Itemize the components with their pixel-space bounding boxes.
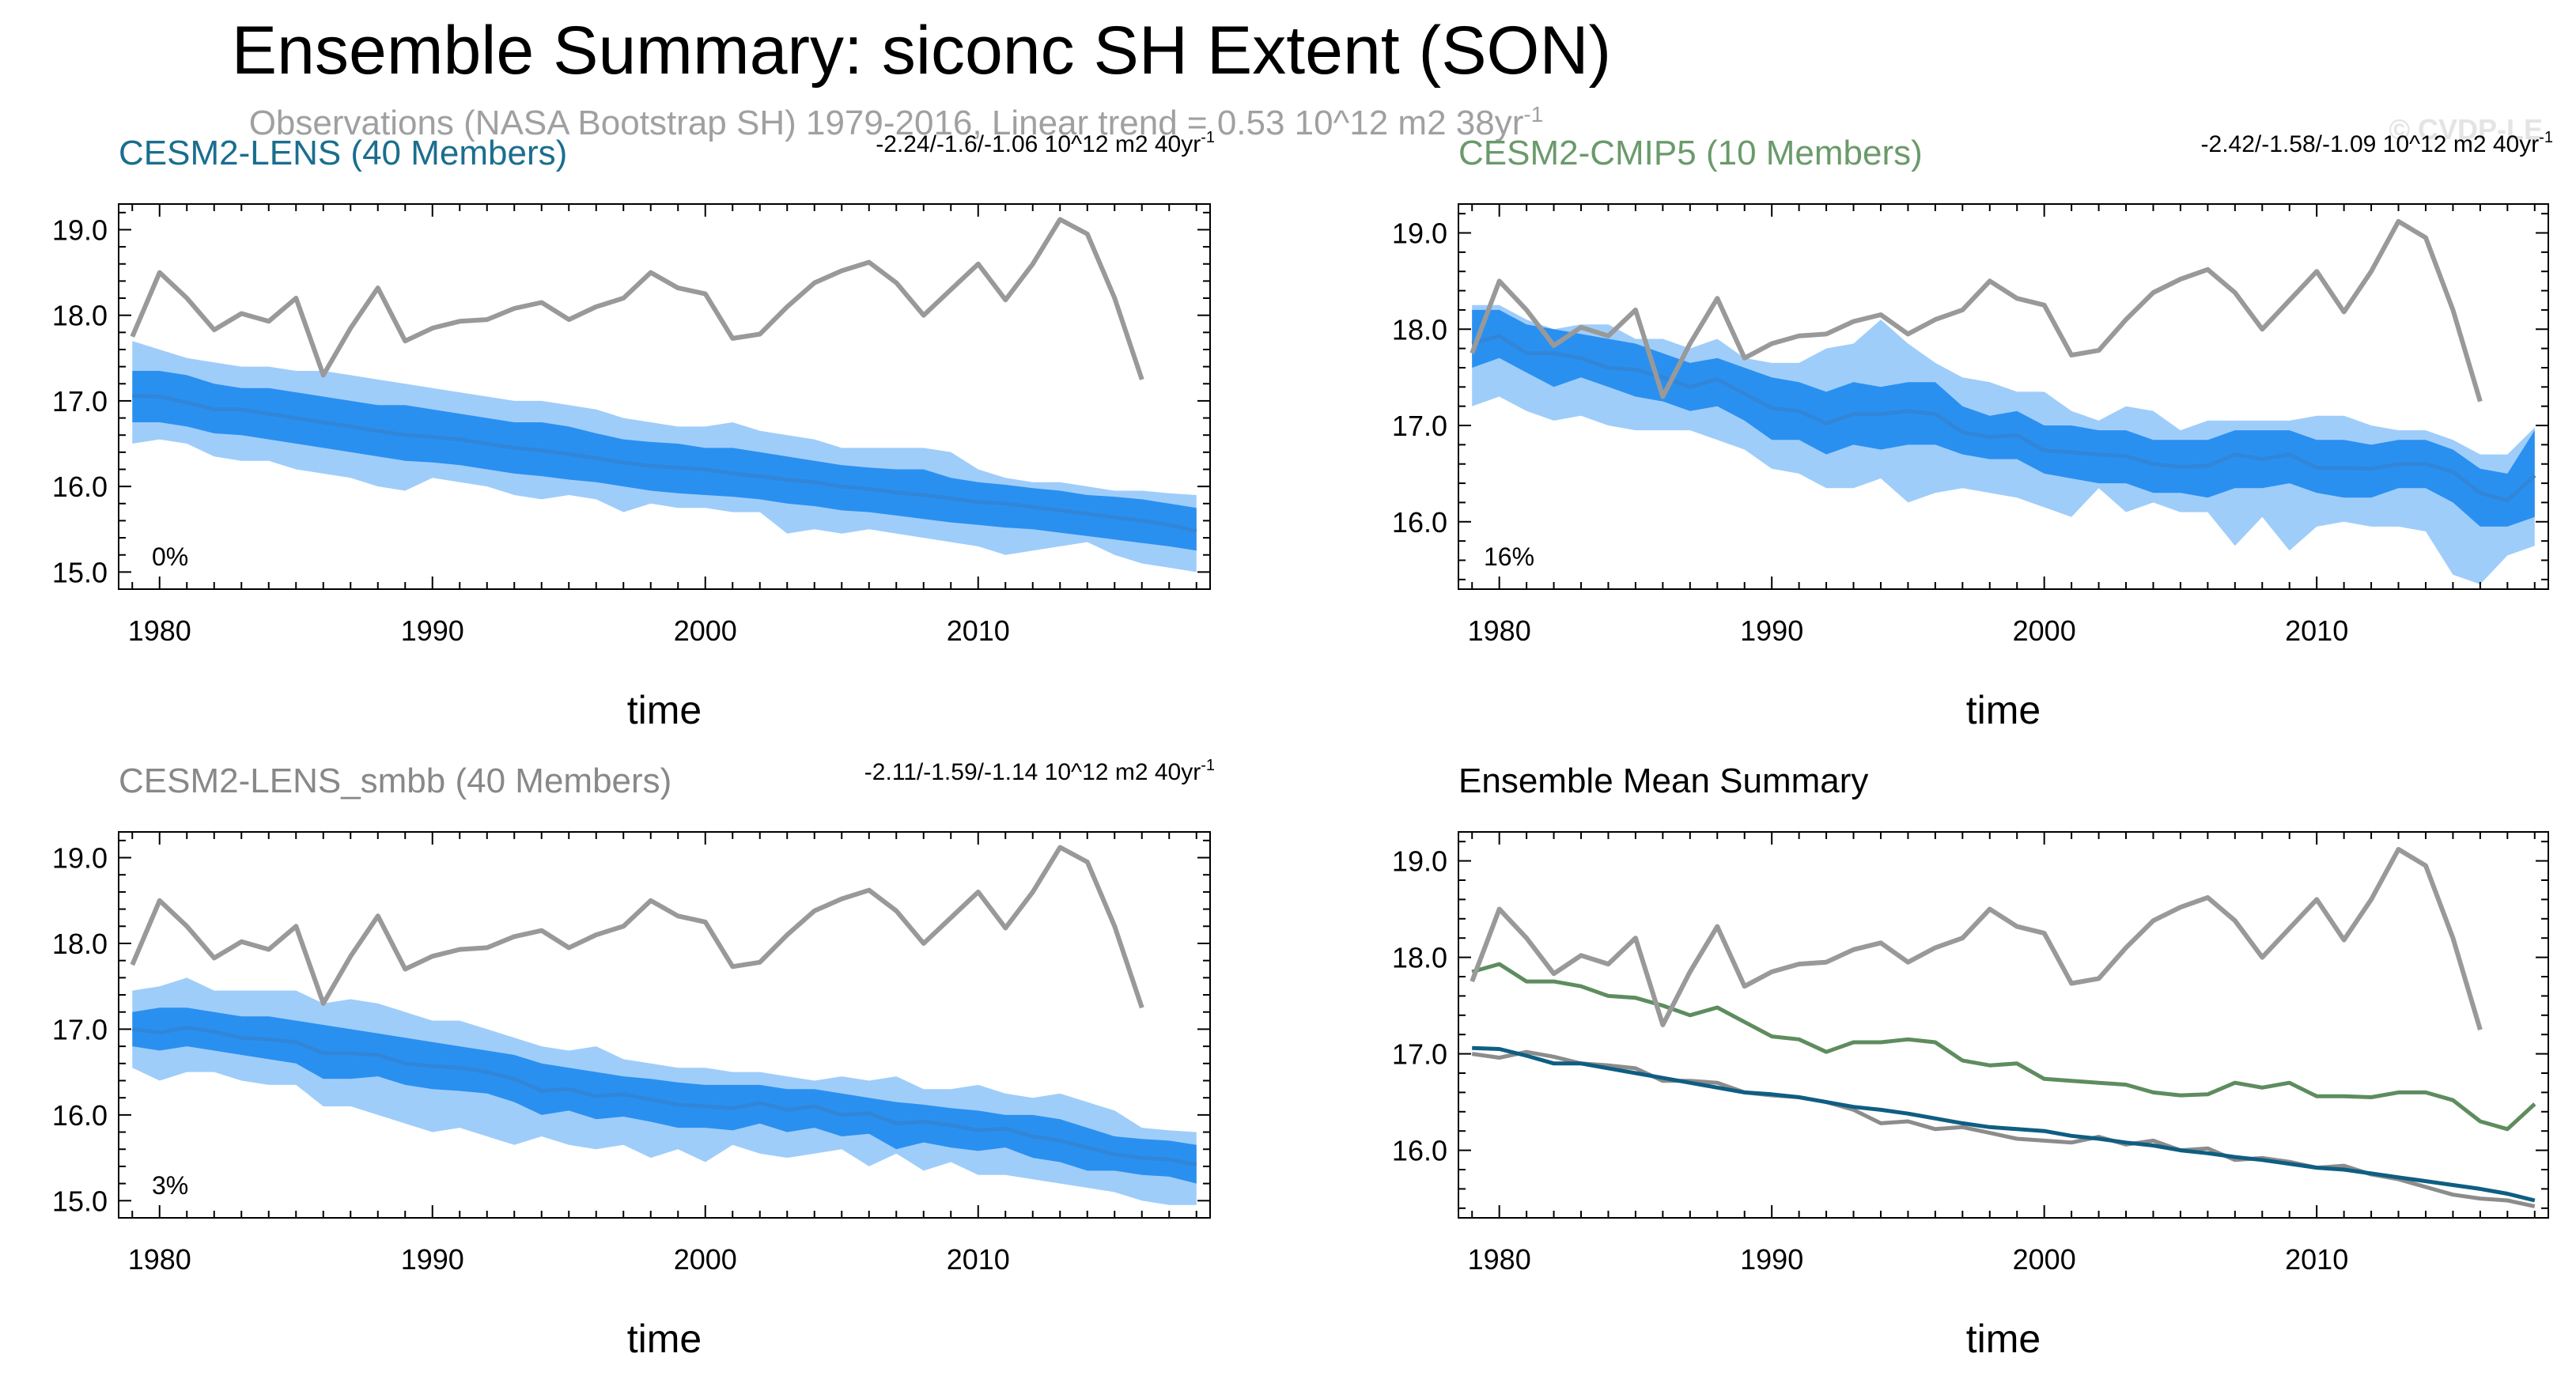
x-tick-label: 1990: [1740, 1243, 1803, 1276]
x-tick-label: 1990: [401, 614, 464, 647]
watermark: © CVDP-LE: [2389, 113, 2543, 146]
panel-cesm2-lens-smbb: CESM2-LENS_smbb (40 Members) -2.11/-1.59/…: [52, 757, 1215, 1361]
x-tick-label: 1980: [1468, 614, 1531, 647]
x-tick-label: 2010: [947, 1243, 1010, 1276]
plot-frame: [1458, 203, 2549, 590]
y-tick-label: 16.0: [52, 1099, 108, 1132]
plot-frame: [118, 831, 1211, 1219]
x-axis-label: time: [627, 688, 702, 732]
y-tick-label: 18.0: [52, 928, 108, 960]
y-tick-label: 16.0: [1392, 506, 1447, 539]
y-tick-label: 19.0: [52, 842, 108, 875]
ensemble-mean-line: [132, 393, 1197, 533]
ensemble-mean-line: [131, 1025, 1197, 1167]
panel-cesm2-cmip5: CESM2-CMIP5 (10 Members) -2.42/-1.58/-1.0…: [1392, 129, 2553, 732]
x-tick-label: 2010: [947, 614, 1010, 647]
x-tick-label: 2000: [2013, 614, 2076, 647]
figure-subtitle: Observations (NASA Bootstrap SH) 1979-20…: [249, 102, 1544, 142]
y-tick-label: 16.0: [52, 471, 108, 503]
x-tick-label: 1980: [1468, 1243, 1531, 1276]
x-axis-label: time: [627, 1317, 702, 1361]
x-tick-label: 2010: [2285, 614, 2348, 647]
trend-label-superscript: -1: [1201, 757, 1215, 774]
x-tick-label: 1980: [128, 614, 191, 647]
inner-range-band: [132, 1007, 1197, 1184]
panel-title: Ensemble Mean Summary: [1458, 762, 1868, 800]
trend-label-superscript: -1: [2539, 129, 2553, 146]
ensemble-mean-line: [1471, 334, 2536, 503]
trend-label: -2.42/-1.58/-1.09 10^12 m2 40yr-1: [2201, 129, 2553, 157]
y-tick-label: 19.0: [52, 214, 108, 246]
panel-title: CESM2-CMIP5 (10 Members): [1458, 134, 1923, 172]
trend-label-text: -2.24/-1.6/-1.06 10^12 m2 40yr: [876, 131, 1201, 157]
inner-range-band: [132, 371, 1197, 551]
panel-cesm2-lens: CESM2-LENS (40 Members) -2.24/-1.6/-1.06 …: [52, 129, 1215, 732]
x-tick-label: 2000: [674, 1243, 737, 1276]
trend-label-text: -2.11/-1.59/-1.14 10^12 m2 40yr: [864, 759, 1201, 785]
y-tick-label: 15.0: [52, 556, 108, 588]
panel-ensemble-mean-summary: Ensemble Mean Summary 1980 1990 2000 2010 16.…: [1392, 762, 2549, 1361]
y-tick-label: 18.0: [52, 300, 108, 332]
trend-label-superscript: -1: [1201, 129, 1215, 146]
x-tick-label: 1990: [1740, 614, 1803, 647]
plot-frame: [1458, 831, 2549, 1219]
x-tick-label: 1990: [401, 1243, 464, 1276]
y-tick-label: 17.0: [52, 385, 108, 418]
x-axis-label: time: [1966, 1317, 2041, 1361]
x-tick-label: 2000: [2013, 1243, 2076, 1276]
panel-title: CESM2-LENS_smbb (40 Members): [119, 762, 671, 800]
inner-range-band: [1472, 309, 2535, 527]
cmip5-mean-line: [1471, 962, 2536, 1132]
lens-mean-line: [1472, 1045, 2536, 1203]
observations-line: [130, 217, 1144, 380]
figure-title: Ensemble Summary: siconc SH Extent (SON): [232, 13, 1611, 89]
subtitle-superscript: -1: [1523, 102, 1543, 127]
y-tick-label: 17.0: [52, 1013, 108, 1045]
plot-frame: [118, 203, 1211, 590]
x-tick-label: 1980: [128, 1243, 191, 1276]
panel-title: CESM2-LENS (40 Members): [119, 134, 567, 172]
x-axis-label: time: [1966, 688, 2041, 732]
trend-label: -2.24/-1.6/-1.06 10^12 m2 40yr-1: [876, 129, 1215, 157]
y-tick-label: 18.0: [1392, 942, 1447, 974]
y-tick-label: 17.0: [1392, 1038, 1447, 1071]
y-tick-label: 18.0: [1392, 313, 1447, 346]
y-tick-label: 16.0: [1392, 1135, 1447, 1167]
observations-line: [1470, 218, 2483, 403]
y-tick-label: 15.0: [52, 1185, 108, 1217]
y-tick-label: 19.0: [1392, 217, 1447, 250]
observations-line: [1470, 847, 2483, 1030]
subtitle-text: Observations (NASA Bootstrap SH) 1979-20…: [249, 104, 1524, 142]
trend-label: -2.11/-1.59/-1.14 10^12 m2 40yr-1: [864, 757, 1215, 785]
percent-label: 16%: [1484, 542, 1534, 571]
x-tick-label: 2000: [674, 614, 737, 647]
x-tick-label: 2010: [2285, 1243, 2348, 1276]
panels-group: CESM2-LENS (40 Members) -2.24/-1.6/-1.06 …: [52, 129, 2553, 1361]
percent-label: 3%: [152, 1171, 188, 1200]
y-tick-label: 19.0: [1392, 845, 1447, 878]
observations-line: [130, 845, 1144, 1009]
y-tick-label: 17.0: [1392, 410, 1447, 442]
percent-label: 0%: [152, 542, 188, 571]
trend-label-text: -2.42/-1.58/-1.09 10^12 m2 40yr: [2201, 131, 2540, 157]
